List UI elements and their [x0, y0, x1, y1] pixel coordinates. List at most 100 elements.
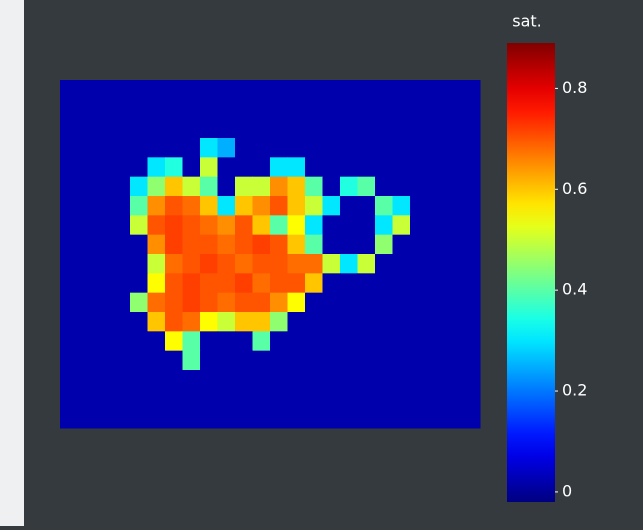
heatmap-cell	[253, 409, 271, 429]
heatmap-cell	[218, 389, 236, 409]
heatmap-cell	[305, 389, 323, 409]
heatmap-cell	[148, 157, 166, 177]
heatmap-cell	[183, 138, 201, 158]
heatmap-cell	[253, 370, 271, 390]
heatmap-cell	[165, 389, 183, 409]
heatmap-cell	[428, 331, 446, 351]
heatmap-cell	[60, 235, 78, 255]
heatmap-cell	[78, 312, 96, 332]
colorbar	[507, 43, 555, 502]
heatmap-cell	[445, 99, 463, 119]
heatmap-cell	[148, 196, 166, 216]
heatmap-cell	[95, 254, 113, 274]
heatmap-cell	[410, 351, 428, 371]
heatmap-cell	[270, 351, 288, 371]
heatmap-cell	[410, 409, 428, 429]
heatmap-cell	[463, 215, 481, 235]
heatmap-cell	[270, 138, 288, 158]
heatmap-cell	[253, 273, 271, 293]
colorbar-tick-label: 0.6	[562, 179, 587, 198]
heatmap-cell	[130, 389, 148, 409]
heatmap-cell	[235, 80, 253, 100]
heatmap-cell	[148, 273, 166, 293]
heatmap-cell	[340, 119, 358, 139]
heatmap-cell	[253, 293, 271, 313]
heatmap-cell	[323, 215, 341, 235]
heatmap-cell	[183, 312, 201, 332]
heatmap-cell	[130, 80, 148, 100]
heatmap-cell	[305, 99, 323, 119]
heatmap-cell	[60, 389, 78, 409]
heatmap-cell	[270, 80, 288, 100]
heatmap-cell	[130, 235, 148, 255]
heatmap-cell	[78, 254, 96, 274]
heatmap-cell	[200, 312, 218, 332]
heatmap-cell	[445, 254, 463, 274]
heatmap-cell	[288, 389, 306, 409]
heatmap-cell	[463, 119, 481, 139]
heatmap-cell	[393, 157, 411, 177]
heatmap-cell	[165, 138, 183, 158]
heatmap-cell	[253, 119, 271, 139]
heatmap-cell	[358, 389, 376, 409]
heatmap-cell	[183, 80, 201, 100]
heatmap-cell	[393, 235, 411, 255]
heatmap-cell	[113, 196, 131, 216]
heatmap-cell	[270, 119, 288, 139]
heatmap-cell	[428, 293, 446, 313]
heatmap-cell	[375, 119, 393, 139]
heatmap-cell	[305, 119, 323, 139]
heatmap-cell	[235, 177, 253, 197]
heatmap-cell	[375, 409, 393, 429]
heatmap-cell	[78, 273, 96, 293]
heatmap-cell	[323, 409, 341, 429]
heatmap-cell	[235, 119, 253, 139]
heatmap-cell	[148, 389, 166, 409]
heatmap-cell	[463, 293, 481, 313]
heatmap-cell	[305, 80, 323, 100]
heatmap-cell	[218, 138, 236, 158]
heatmap-cell	[113, 254, 131, 274]
heatmap-cell	[60, 331, 78, 351]
heatmap-cell	[200, 370, 218, 390]
heatmap-cell	[305, 351, 323, 371]
heatmap-cell	[358, 351, 376, 371]
heatmap-cell	[358, 119, 376, 139]
heatmap-cell	[95, 157, 113, 177]
heatmap-cell	[340, 389, 358, 409]
heatmap-cell	[393, 138, 411, 158]
heatmap-cell	[288, 80, 306, 100]
heatmap-cell	[445, 273, 463, 293]
heatmap-cell	[78, 331, 96, 351]
heatmap-cell	[305, 177, 323, 197]
heatmap-cell	[95, 312, 113, 332]
heatmap-cell	[130, 273, 148, 293]
heatmap-cell	[463, 235, 481, 255]
colorbar-title: sat.	[512, 12, 542, 31]
heatmap-cell	[410, 389, 428, 409]
heatmap-cell	[130, 157, 148, 177]
heatmap-cell	[60, 370, 78, 390]
heatmap-cell	[428, 312, 446, 332]
heatmap-cell	[375, 254, 393, 274]
heatmap-cell	[288, 273, 306, 293]
heatmap-cell	[113, 389, 131, 409]
heatmap-cell	[288, 293, 306, 313]
heatmap-cell	[253, 157, 271, 177]
heatmap-cell	[148, 215, 166, 235]
heatmap-cell	[323, 157, 341, 177]
heatmap-cell	[305, 293, 323, 313]
colorbar-tick-label: 0.8	[562, 78, 587, 97]
heatmap-cell	[270, 215, 288, 235]
heatmap-cell	[218, 215, 236, 235]
colorbar-tick-label: 0.2	[562, 381, 587, 400]
heatmap-cell	[218, 409, 236, 429]
heatmap-cell	[305, 370, 323, 390]
heatmap-cell	[270, 312, 288, 332]
heatmap-cell	[270, 235, 288, 255]
heatmap-cell	[218, 331, 236, 351]
heatmap-cell	[445, 389, 463, 409]
heatmap-cell	[393, 177, 411, 197]
heatmap-cell	[445, 351, 463, 371]
heatmap-cell	[358, 138, 376, 158]
